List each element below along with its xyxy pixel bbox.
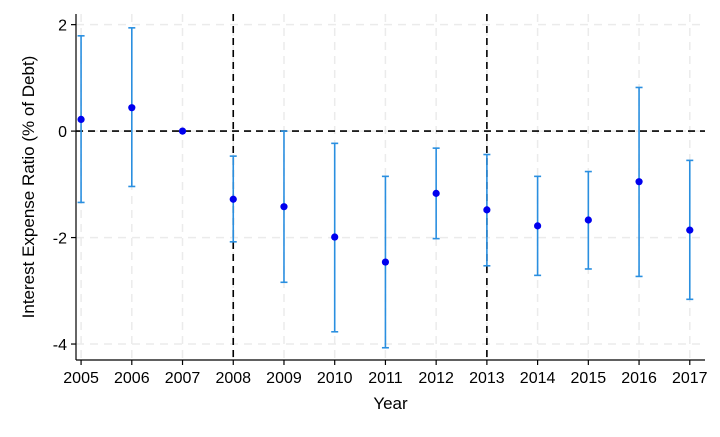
x-axis-label: Year bbox=[373, 394, 408, 413]
x-tick-label: 2010 bbox=[317, 370, 353, 387]
y-tick-label: 2 bbox=[58, 18, 67, 35]
x-tick-label: 2013 bbox=[469, 370, 505, 387]
x-tick-label: 2005 bbox=[63, 370, 99, 387]
tick-labels: 2005 2006 2007 2008 2009 2010 2011 2012 2013 2014… bbox=[53, 18, 708, 387]
y-tick-label: -2 bbox=[53, 231, 67, 248]
x-tick-label: 2009 bbox=[266, 370, 302, 387]
x-tick-label: 2016 bbox=[621, 370, 657, 387]
data-point bbox=[128, 104, 136, 112]
data-point bbox=[635, 178, 643, 186]
grid-layer bbox=[76, 14, 705, 360]
x-tick-label: 2015 bbox=[571, 370, 607, 387]
x-tick-label: 2011 bbox=[368, 370, 403, 387]
x-tick-label: 2007 bbox=[165, 370, 201, 387]
data-point bbox=[381, 258, 390, 266]
data-point bbox=[331, 233, 339, 241]
x-tick-label: 2012 bbox=[418, 370, 454, 387]
data-point bbox=[483, 206, 491, 214]
data-point bbox=[534, 222, 542, 230]
y-axis-label: Interest Expense Ratio (% of Debt) bbox=[19, 56, 38, 319]
data-point bbox=[584, 216, 592, 224]
data-point bbox=[280, 203, 288, 211]
x-tick-label: 2008 bbox=[215, 370, 251, 387]
data-point bbox=[229, 195, 237, 203]
x-tick-label: 2014 bbox=[520, 370, 556, 387]
point-estimates bbox=[77, 104, 694, 266]
axes bbox=[75, 14, 705, 361]
reference-lines bbox=[76, 14, 705, 360]
y-tick-label: -4 bbox=[53, 337, 67, 354]
data-point bbox=[178, 127, 187, 135]
x-tick-label: 2006 bbox=[114, 370, 150, 387]
data-point bbox=[432, 189, 440, 197]
x-tick-label: 2017 bbox=[672, 370, 708, 387]
y-tick-label: 0 bbox=[58, 124, 67, 141]
data-point bbox=[686, 226, 694, 234]
data-point bbox=[77, 115, 85, 123]
